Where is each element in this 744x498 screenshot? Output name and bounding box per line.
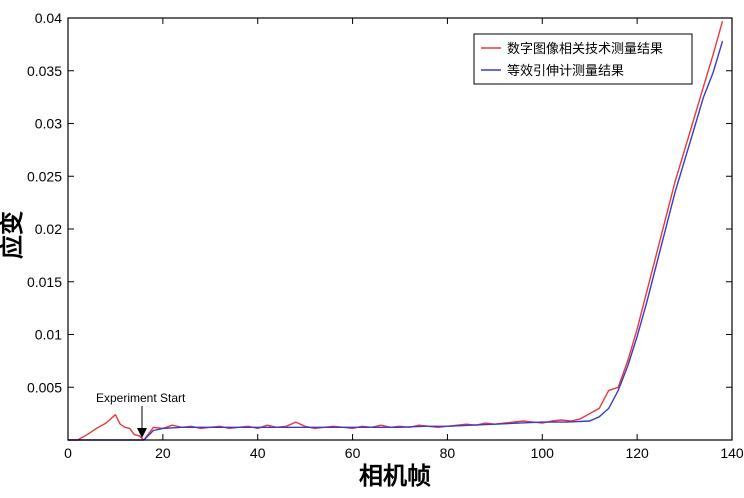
y-tick-label: 0.025 <box>27 168 62 184</box>
x-tick-label: 0 <box>64 445 72 461</box>
y-tick-label: 0.04 <box>35 10 62 26</box>
x-tick-label: 20 <box>155 445 171 461</box>
y-axis-title: 应变 <box>0 211 26 259</box>
annotation-text: Experiment Start <box>96 391 186 405</box>
plot-background <box>68 18 732 440</box>
x-tick-label: 80 <box>440 445 456 461</box>
y-tick-label: 0.02 <box>35 221 62 237</box>
ticks-layer: 0 20 40 60 80 100 120 140 0.005 0.01 0.015 0.02 0.02… <box>27 10 744 461</box>
y-tick-label: 0.035 <box>27 63 62 79</box>
x-tick-label: 140 <box>720 445 744 461</box>
x-tick-label: 40 <box>250 445 266 461</box>
legend-label-dic: 数字图像相关技术测量结果 <box>507 42 663 57</box>
annotation-arrowhead <box>137 428 147 438</box>
x-tick-label: 100 <box>531 445 555 461</box>
y-tick-label: 0.015 <box>27 274 62 290</box>
annotation: Experiment Start <box>96 391 186 438</box>
legend-box <box>473 33 693 85</box>
series-line-dic <box>68 21 724 441</box>
legend: 数字图像相关技术测量结果 等效引伸计测量结果 <box>473 33 693 85</box>
x-tick-label: 120 <box>625 445 649 461</box>
y-tick-label: 0.03 <box>35 116 62 132</box>
x-axis-title: 相机帧 <box>359 462 431 490</box>
x-tick-label: 60 <box>345 445 361 461</box>
legend-label-extensometer: 等效引伸计测量结果 <box>507 63 624 79</box>
y-tick-label: 0.005 <box>27 379 62 395</box>
y-tick-label: 0.01 <box>35 327 62 343</box>
